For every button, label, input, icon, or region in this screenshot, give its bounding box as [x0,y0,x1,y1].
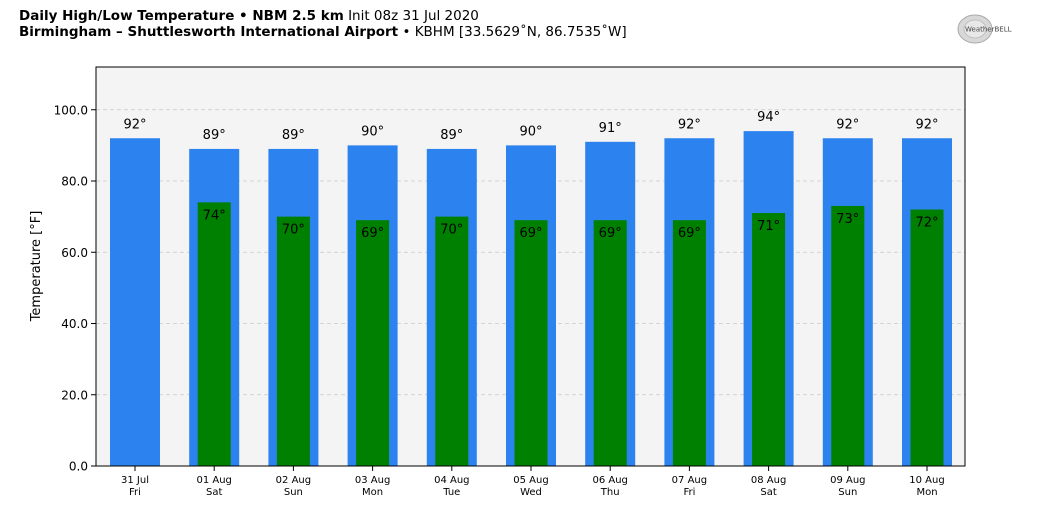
x-tick-day: Mon [362,487,383,498]
y-axis: 0.0 20.0 40.0 60.0 80.0 100.0 [54,103,96,474]
y-tick-label: 60.0 [61,246,88,260]
x-tick-date: 03 Aug [355,475,390,486]
low-bar [356,220,390,466]
high-label: 92° [915,117,938,132]
high-label: 91° [599,121,622,136]
x-tick-day: Sun [838,487,857,498]
y-tick-label: 100.0 [54,103,88,117]
plot-frame [95,66,966,467]
station-info: • KBHM [33.5629˚N, 86.7535˚W] [402,24,627,40]
x-tick-day: Thu [600,487,620,498]
low-bar [672,220,706,466]
x-tick-day: Sun [284,487,303,498]
high-label: 94° [757,110,780,125]
x-tick-date: 02 Aug [276,475,311,486]
chart-header: Daily High/Low Temperature • NBM 2.5 km … [19,8,627,40]
high-label: 89° [203,128,226,143]
high-label: 89° [282,128,305,143]
high-label: 89° [440,128,463,143]
y-tick-label: 0.0 [69,460,88,474]
high-bar [110,138,160,466]
x-tick-date: 10 Aug [909,475,944,486]
low-label: 70° [282,223,305,238]
x-tick-day: Tue [442,487,460,498]
data-labels: 92° 89° 74° 89° 70° 90° 69° 89° 70° 90° 69° 91° 69° 9… [123,110,938,241]
x-tick-day: Mon [916,487,937,498]
x-tick-day: Fri [129,487,141,498]
header-line-2: Birmingham – Shuttlesworth International… [19,24,627,40]
low-label: 69° [599,226,622,241]
high-label: 92° [123,117,146,132]
y-tick-label: 80.0 [61,175,88,189]
low-bar [910,209,944,466]
low-bar [276,216,310,466]
x-tick-date: 01 Aug [196,475,231,486]
x-tick-day: Wed [520,487,542,498]
low-bar [831,205,865,466]
x-tick-day: Sat [760,487,776,498]
x-tick-date: 08 Aug [751,475,786,486]
low-label: 69° [361,226,384,241]
y-axis-label: Temperature [°F] [29,211,44,323]
high-label: 90° [519,124,542,139]
y-tick-label: 40.0 [61,317,88,331]
weatherbell-logo: WeatherBELL [957,14,1012,44]
chart-title: Daily High/Low Temperature • NBM 2.5 km [19,8,344,24]
high-label: 90° [361,124,384,139]
low-label: 71° [757,219,780,234]
x-tick-date: 07 Aug [672,475,707,486]
x-tick-day: Fri [683,487,695,498]
low-label: 70° [440,223,463,238]
low-label: 73° [836,212,859,227]
x-tick-date: 04 Aug [434,475,469,486]
x-tick-date: 31 Jul [121,475,149,486]
x-tick-day: Sat [206,487,222,498]
low-bar [197,202,231,466]
high-label: 92° [678,117,701,132]
x-tick-date: 05 Aug [513,475,548,486]
logo-text: WeatherBELL [965,26,1012,34]
init-time: Init 08z 31 Jul 2020 [348,8,479,24]
low-bar [514,220,548,466]
low-bar [593,220,627,466]
low-label: 69° [519,226,542,241]
low-bar [752,213,786,466]
y-tick-label: 20.0 [61,388,88,402]
header-line-1: Daily High/Low Temperature • NBM 2.5 km … [19,8,627,24]
x-tick-date: 09 Aug [830,475,865,486]
high-label: 92° [836,117,859,132]
low-label: 69° [678,226,701,241]
low-bar [435,216,469,466]
location-name: Birmingham – Shuttlesworth International… [19,24,399,40]
low-label: 74° [203,208,226,223]
low-label: 72° [915,216,938,231]
x-tick-date: 06 Aug [592,475,627,486]
bars [110,131,952,466]
